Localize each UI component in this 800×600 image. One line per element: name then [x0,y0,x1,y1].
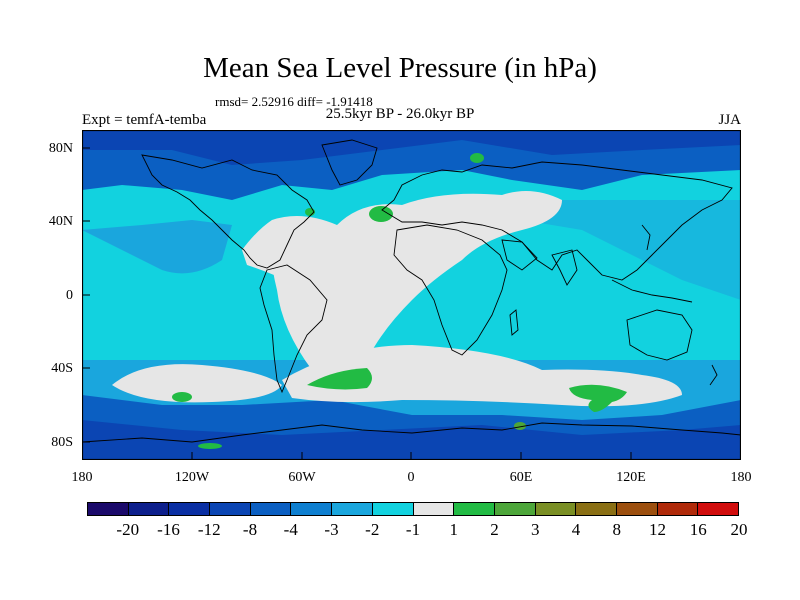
colorbar-tick-label: -3 [324,520,339,539]
pacific-north-patch [82,220,232,274]
lon-label-180e: 180 [730,470,752,485]
colorbar-tick-label: 8 [612,520,622,539]
colorbar-tick-label: -16 [157,520,180,539]
antarctica-coast [82,422,741,443]
colorbar-swatch [128,503,170,515]
colorbar-swatch [169,503,211,515]
madagascar-coast [509,309,519,336]
lat-label-40s: 40S [51,361,73,376]
colorbar-tick-label: 16 [689,520,707,539]
colorbar [87,502,739,516]
japan-coast [641,224,651,251]
green-patch-south-atlantic [307,368,372,390]
arctic-deep-blue [82,130,741,165]
northern-band [82,200,741,300]
colorbar-tick-label: 3 [531,520,540,539]
lat-label-80s: 80S [51,435,73,450]
south-america-coast [259,264,328,394]
colorbar-swatch [413,503,455,515]
australia-coast [626,309,693,361]
colorbar-tick-label: -12 [197,520,221,539]
colorbar-swatch [88,503,129,515]
colorbar-swatch [616,503,658,515]
coastlines [82,139,741,443]
colorbar-swatch [454,503,495,515]
greenland-coast [321,139,378,186]
indonesia-coast [611,279,693,303]
lat-label-40n: 40N [48,214,73,229]
colorbar-tick-label: 1 [449,520,459,539]
antarctic-deep-blue [82,420,741,460]
new-zealand-coast [709,364,718,386]
lon-label-0: 0 [407,470,415,485]
map-panel [82,130,741,460]
colorbar-tick-label: 12 [649,520,666,539]
colorbar-swatch [698,503,738,515]
central-neutral [270,191,562,374]
india-coast [551,249,578,286]
south-pacific-neutral [112,364,282,403]
north-america-coast [141,154,315,269]
colorbar-tick-label: -8 [242,520,258,539]
colorbar-swatch [250,503,292,515]
map-title: Mean Sea Level Pressure (in hPa) [203,52,597,84]
green-patch-atlantic [369,206,393,222]
stats-line: rmsd= 2.52916 diff= -1.91418 [215,94,373,109]
colorbar-swatch [576,503,617,515]
eurasia-coast [381,161,733,281]
lat-label-0: 0 [66,288,73,303]
colorbar-swatch [291,503,333,515]
time-range-subtitle: 25.5kyr BP - 26.0kyr BP [325,106,475,122]
lon-label-120e: 120E [616,470,646,485]
green-patch-arctic [470,153,484,163]
green-patch-south-indian [569,384,627,412]
colorbar-tick-label: -2 [365,520,380,539]
colorbar-tick-label: 20 [730,520,748,539]
colorbar-swatch [372,503,414,515]
colorbar-tick-label: -4 [283,520,298,539]
experiment-label: Expt = temfA-temba [82,112,207,128]
axis-ticks [82,147,632,460]
colorbar-tick-label: -1 [405,520,421,539]
lat-label-80n: 80N [48,141,73,156]
colorbar-tick-label: -20 [116,520,140,539]
colorbar-swatch [535,503,577,515]
arabia-coast [501,239,538,271]
colorbar-swatch [210,503,251,515]
lon-label-120w: 120W [174,470,210,485]
season-label: JJA [718,112,741,128]
green-patch-south-pacific [172,392,192,402]
colorbar-tick-label: 2 [490,520,499,539]
lon-label-60e: 60E [509,470,533,485]
map-canvas [82,130,741,460]
lon-label-60w: 60W [288,470,316,485]
africa-coast [393,224,508,356]
green-patch-antarctic [514,422,526,430]
lon-label-180w: 180 [71,470,93,485]
colorbar-swatch [332,503,373,515]
green-patch-ross [198,443,222,449]
americas-neutral [242,220,274,275]
colorbar-swatch [494,503,536,515]
colorbar-swatch [657,503,699,515]
colorbar-tick-label: 4 [571,520,581,539]
